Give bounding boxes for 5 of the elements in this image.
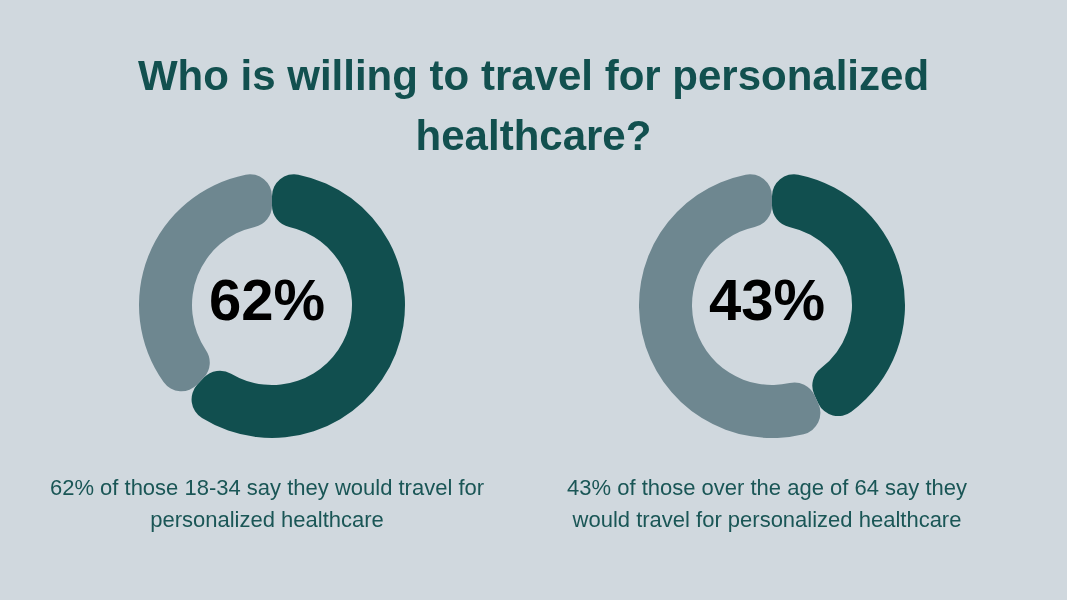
text: Who is willing to travel for personalized healthcare? xyxy=(136,51,931,161)
text: 43% of those over the age of 64 say they would travel for personalized healthcare xyxy=(566,474,968,534)
text: 62% xyxy=(207,267,327,332)
text: 43% xyxy=(707,267,827,332)
text: 62% of those 18-34 say they would travel for personalized healthcare xyxy=(48,474,486,534)
